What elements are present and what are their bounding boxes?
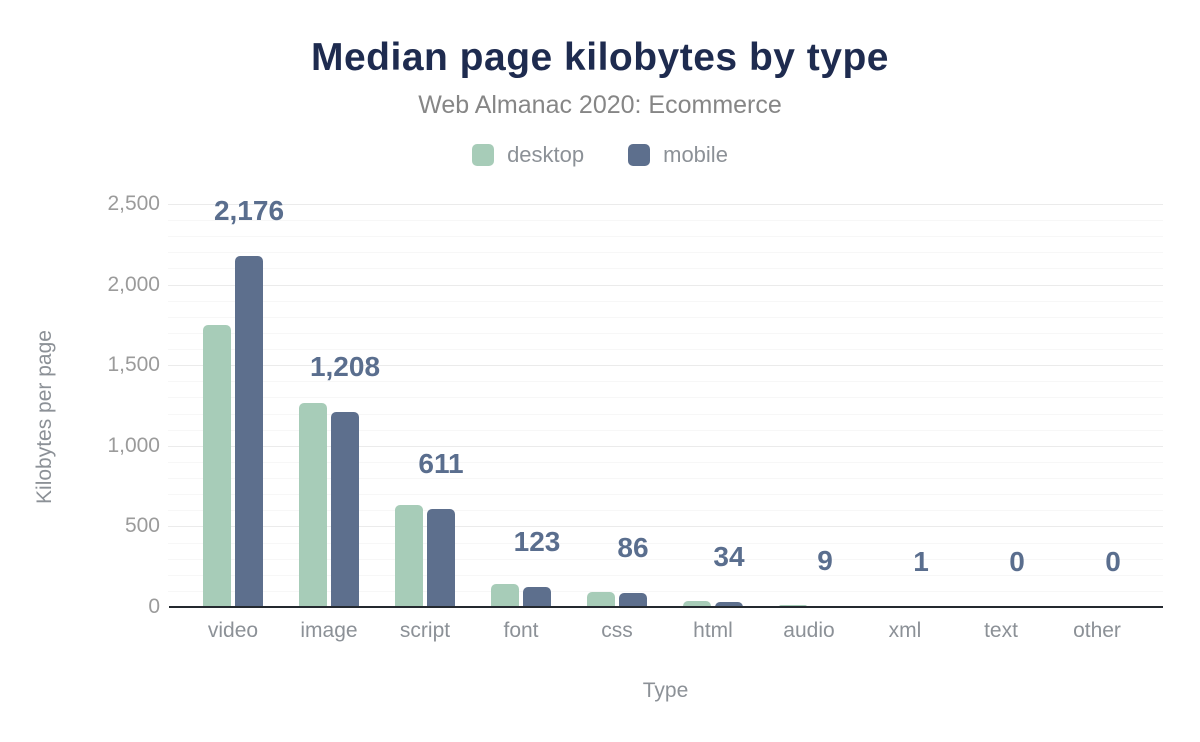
bar-value-label-script: 611 (418, 447, 464, 479)
x-tick-label-other: other (1073, 619, 1121, 642)
x-tick-label-text: text (984, 619, 1018, 642)
bar-value-label-text: 0 (1009, 546, 1025, 577)
gridline-minor (168, 542, 1163, 544)
gridline-minor (168, 413, 1163, 415)
bar-desktop-html (683, 601, 711, 607)
legend-swatch-desktop (472, 144, 495, 166)
bar-mobile-script (427, 508, 455, 607)
y-tick-label: 2,000 (107, 272, 160, 296)
gridline-major (168, 365, 1163, 367)
gridline-major (168, 284, 1163, 286)
bar-value-label-video: 2,176 (213, 195, 285, 227)
y-tick-label: 1,500 (107, 353, 160, 377)
gridline-minor (168, 268, 1163, 270)
x-tick-label-audio: audio (783, 619, 835, 642)
bar-mobile-html (715, 601, 743, 607)
gridline-minor (168, 478, 1163, 480)
gridline-minor (168, 510, 1163, 512)
x-tick-label-script: script (399, 619, 451, 642)
bar-desktop-script (395, 505, 423, 607)
bar-value-label-other: 0 (1105, 546, 1121, 577)
gridline-minor (168, 252, 1163, 254)
gridline-minor (168, 316, 1163, 318)
legend-swatch-mobile (628, 144, 651, 166)
y-tick-label: 1,000 (107, 433, 160, 457)
gridline-minor (168, 429, 1163, 431)
bar-mobile-video (235, 256, 263, 607)
gridline-minor (168, 220, 1163, 222)
y-tick-label: 2,500 (107, 192, 160, 215)
bar-value-label-font: 123 (513, 526, 561, 558)
legend-item-desktop: desktop (472, 142, 584, 168)
plot-area: 2,176 1,208 611 123 86 34 9 1 0 0 (168, 195, 1163, 607)
gridline-minor (168, 381, 1163, 383)
bar-desktop-css (587, 592, 615, 607)
bar-value-label-audio: 9 (817, 544, 833, 576)
gridline-minor (168, 349, 1163, 351)
x-tick-label-html: html (693, 619, 733, 642)
legend-label: desktop (507, 142, 585, 167)
bar-mobile-css (619, 593, 647, 607)
x-tick-label-css: css (601, 619, 633, 642)
x-tick-label-font: font (503, 619, 539, 642)
bar-value-label-image: 1,208 (309, 351, 381, 383)
y-axis-title: Kilobytes per page (33, 330, 56, 504)
legend-item-mobile: mobile (628, 142, 728, 168)
bar-value-label-html: 34 (713, 540, 745, 572)
gridline-major (168, 526, 1163, 528)
bar-desktop-audio (779, 604, 807, 607)
gridline-minor (168, 574, 1163, 576)
gridline-minor (168, 397, 1163, 399)
gridline-minor (168, 300, 1163, 302)
y-tick-label: 0 (148, 595, 160, 618)
gridline-major (168, 445, 1163, 447)
gridline-minor (168, 590, 1163, 592)
gridline-minor (168, 494, 1163, 496)
chart-title: Median page kilobytes by type (311, 36, 889, 79)
x-tick-label-image: image (300, 619, 358, 642)
bar-value-label-css: 86 (617, 532, 649, 564)
x-axis-line (169, 606, 1163, 608)
chart-subtitle: Web Almanac 2020: Ecommerce (418, 91, 782, 119)
x-tick-label-xml: xml (888, 619, 922, 642)
bar-desktop-image (299, 403, 327, 607)
legend-label: mobile (663, 142, 728, 167)
gridline-minor (168, 558, 1163, 560)
x-axis-title: Type (642, 679, 689, 702)
bar-desktop-font (491, 583, 519, 607)
bar-mobile-image (331, 412, 359, 607)
gridline-minor (168, 332, 1163, 334)
y-tick-label: 500 (124, 514, 160, 538)
gridline-minor (168, 236, 1163, 238)
gridline-minor (168, 461, 1163, 463)
legend: desktop mobile (0, 142, 1200, 168)
gridline-major (168, 204, 1163, 205)
x-tick-label-video: video (207, 619, 259, 642)
bar-mobile-font (523, 587, 551, 607)
bar-desktop-video (203, 325, 231, 607)
bar-value-label-xml: 1 (913, 545, 929, 577)
